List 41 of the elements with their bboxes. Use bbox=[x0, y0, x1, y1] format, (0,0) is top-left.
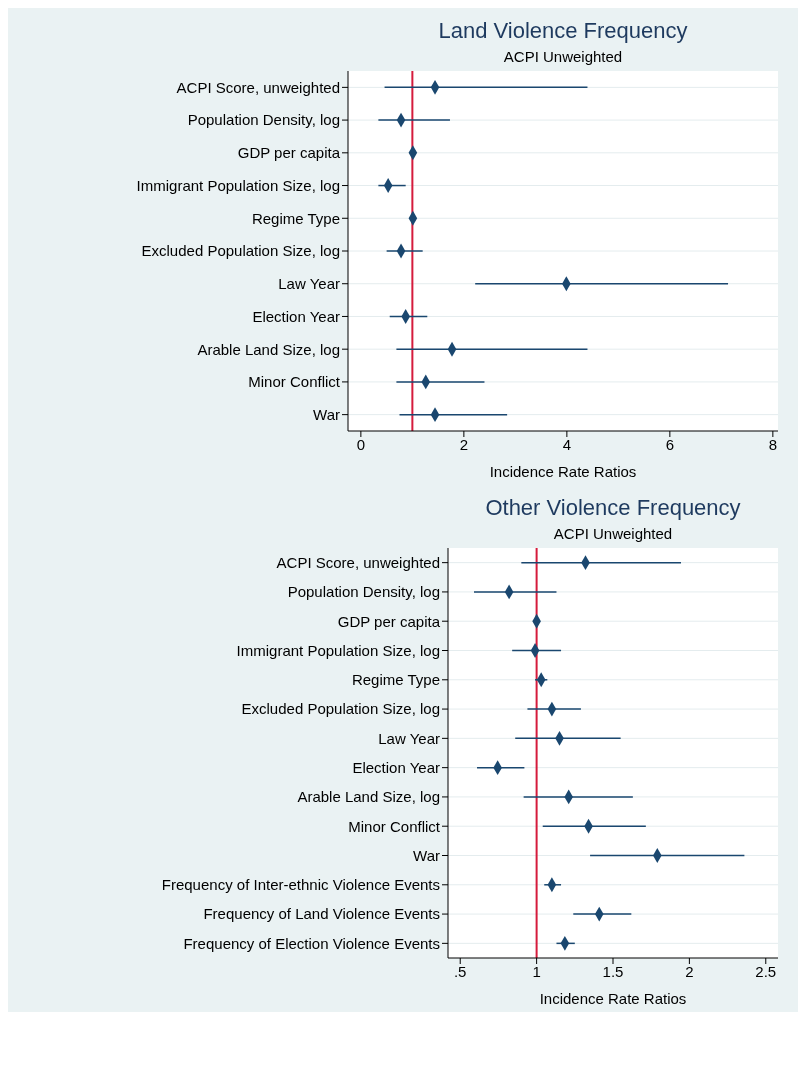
y-tick-label: Population Density, log bbox=[187, 111, 340, 129]
chart-subtitle: ACPI Unweighted bbox=[502, 47, 624, 65]
x-tick-label: 1 bbox=[532, 962, 541, 980]
chart-subtitle: ACPI Unweighted bbox=[552, 524, 674, 542]
x-axis-title: Incidence Rate Ratios bbox=[539, 990, 687, 1007]
y-tick-label: War bbox=[313, 405, 340, 423]
y-tick-label: Frequency of Inter-ethnic Violence Events bbox=[161, 876, 440, 894]
x-tick-label: .5 bbox=[453, 962, 467, 980]
y-tick-label: Frequency of Land Violence Events bbox=[203, 905, 440, 923]
chart-title: Other Violence Frequency bbox=[484, 494, 742, 521]
y-tick-label: ACPI Score, unweighted bbox=[276, 553, 440, 571]
y-tick-label: ACPI Score, unweighted bbox=[176, 78, 340, 96]
x-tick-label: 8 bbox=[768, 435, 778, 453]
x-tick-label: 6 bbox=[665, 435, 675, 453]
x-tick-label: 4 bbox=[562, 435, 572, 453]
x-tick-label: 2 bbox=[459, 435, 469, 453]
x-tick-label: 1.5 bbox=[602, 962, 624, 980]
y-tick-label: Election Year bbox=[352, 758, 440, 776]
x-axis-title: Incidence Rate Ratios bbox=[489, 463, 637, 480]
y-tick-label: Immigrant Population Size, log bbox=[136, 176, 340, 194]
y-tick-label: Law Year bbox=[378, 729, 440, 747]
y-tick-label: Excluded Population Size, log bbox=[141, 242, 340, 260]
chart-title: Land Violence Frequency bbox=[437, 17, 689, 44]
y-tick-label: Frequency of Election Violence Events bbox=[183, 934, 440, 952]
y-tick-label: Minor Conflict bbox=[348, 817, 441, 835]
y-tick-label: Regime Type bbox=[251, 209, 340, 227]
y-tick-label: Excluded Population Size, log bbox=[241, 700, 440, 718]
x-tick-label: 2.5 bbox=[755, 962, 777, 980]
y-tick-label: Regime Type bbox=[351, 671, 440, 689]
y-tick-label: Minor Conflict bbox=[248, 373, 341, 391]
y-tick-label: GDP per capita bbox=[337, 612, 441, 630]
x-tick-label: 0 bbox=[356, 435, 366, 453]
y-tick-label: Population Density, log bbox=[287, 583, 440, 601]
y-tick-label: War bbox=[413, 846, 440, 864]
y-tick-label: GDP per capita bbox=[237, 144, 341, 162]
x-tick-label: 2 bbox=[685, 962, 694, 980]
y-tick-label: Election Year bbox=[252, 307, 340, 325]
y-tick-label: Law Year bbox=[278, 275, 340, 293]
y-tick-label: Arable Land Size, log bbox=[297, 788, 440, 806]
y-tick-label: Arable Land Size, log bbox=[197, 340, 340, 358]
y-tick-label: Immigrant Population Size, log bbox=[236, 641, 440, 659]
